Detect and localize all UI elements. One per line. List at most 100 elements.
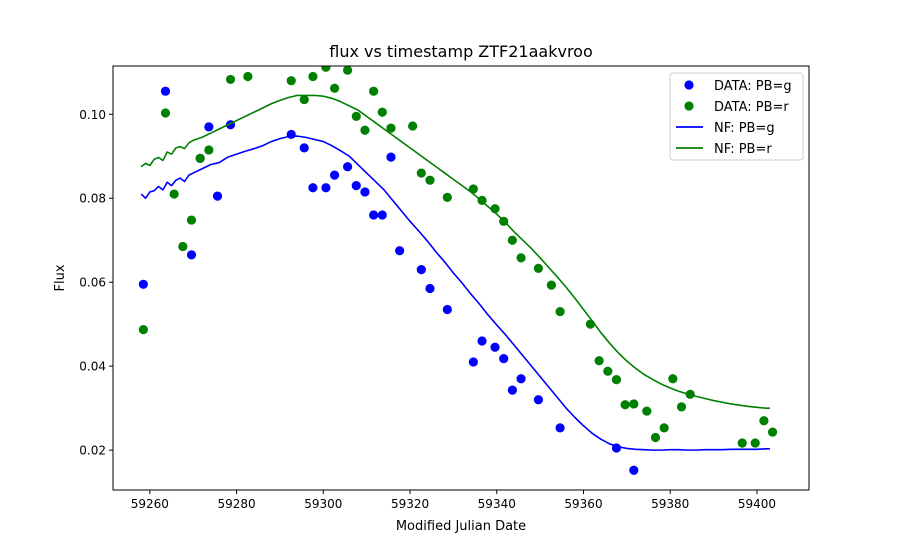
x-tick-label: 59360: [564, 497, 602, 511]
y-tick-label: 0.06: [79, 276, 106, 290]
data-point: [321, 183, 331, 193]
data-point: [138, 325, 148, 335]
x-tick-label: 59300: [304, 497, 342, 511]
data-point: [442, 304, 452, 315]
data-point: [555, 306, 565, 317]
data-point: [425, 283, 435, 294]
data-point: [308, 183, 318, 193]
legend-marker: [684, 80, 694, 90]
data-point: [243, 71, 253, 82]
series-line: [140, 135, 770, 451]
x-axis-label: Modified Julian Date: [396, 519, 526, 534]
data-point: [386, 123, 396, 133]
data-point: [329, 170, 340, 180]
data-point: [299, 143, 309, 153]
data-point: [477, 336, 487, 346]
data-point: [676, 402, 687, 412]
data-point: [299, 94, 309, 105]
axis-ticks: 59260 59280 59300 59320 59340 59360 59380 59400…: [79, 108, 776, 511]
data-point: [546, 280, 557, 290]
data-point: [603, 366, 613, 376]
data-point: [369, 86, 379, 96]
legend-marker: [684, 101, 694, 111]
data-point: [160, 86, 171, 96]
data-point: [186, 250, 197, 260]
y-axis-label: Flux: [53, 264, 68, 291]
x-tick-label: 59380: [651, 497, 689, 511]
data-point: [369, 210, 379, 220]
data-point: [351, 181, 361, 191]
y-tick-label: 0.10: [79, 108, 106, 122]
data-point: [360, 125, 370, 135]
data-point: [499, 354, 509, 364]
data-point: [138, 279, 148, 289]
data-point: [650, 432, 661, 443]
data-point: [308, 71, 318, 82]
data-point: [620, 400, 630, 410]
x-tick-label: 59280: [217, 497, 255, 511]
data-point: [629, 465, 639, 475]
legend-label: NF: PB=g: [714, 121, 775, 136]
series-line-2: [140, 135, 770, 451]
data-point: [160, 108, 171, 118]
data-point: [225, 74, 236, 85]
data-point: [204, 145, 214, 155]
series-points-1: [138, 66, 778, 448]
series-line-3: [140, 94, 770, 409]
data-point: [351, 111, 361, 121]
y-tick-label: 0.02: [79, 444, 106, 458]
data-point: [767, 427, 778, 437]
data-point: [507, 235, 517, 245]
data-point: [329, 83, 340, 93]
data-point: [343, 66, 353, 75]
data-point: [629, 399, 639, 409]
data-point: [668, 374, 678, 384]
data-point: [468, 357, 478, 367]
data-point: [286, 76, 296, 86]
axes-frame: [112, 65, 810, 491]
data-point: [759, 416, 769, 426]
data-point: [195, 153, 205, 163]
x-tick-label: 59340: [478, 497, 516, 511]
data-point: [516, 253, 526, 263]
data-point: [594, 356, 604, 366]
chart-title: flux vs timestamp ZTF21aakvroo: [329, 42, 593, 61]
series-line: [140, 94, 770, 409]
x-tick-label: 59320: [391, 497, 429, 511]
data-point: [659, 423, 669, 433]
x-tick-label: 59400: [738, 497, 776, 511]
data-point: [343, 162, 353, 172]
data-point: [425, 175, 435, 185]
data-point: [377, 210, 387, 220]
data-point: [408, 121, 418, 131]
data-point: [585, 319, 596, 329]
data-point: [416, 265, 426, 275]
data-point: [642, 406, 652, 416]
data-point: [212, 191, 223, 201]
legend-box: [669, 72, 804, 161]
legend: DATA: PB=g DATA: PB=r NF: PB=g NF: PB=r: [669, 72, 804, 161]
data-point: [321, 66, 331, 72]
data-point: [737, 438, 747, 448]
data-point: [533, 395, 544, 405]
data-point: [178, 241, 188, 252]
legend-label: DATA: PB=g: [714, 79, 792, 94]
data-point: [507, 385, 517, 395]
data-point: [186, 215, 197, 225]
data-point: [750, 438, 760, 448]
data-point: [395, 246, 405, 256]
data-point: [611, 374, 622, 385]
data-point: [360, 187, 370, 197]
data-point: [169, 189, 179, 199]
data-marks: [138, 66, 778, 475]
data-point: [442, 192, 452, 202]
data-point: [516, 374, 526, 384]
x-tick-label: 59260: [131, 497, 169, 511]
data-point: [386, 152, 396, 162]
data-point: [555, 423, 565, 433]
y-tick-label: 0.04: [79, 360, 106, 374]
data-point: [204, 122, 214, 132]
data-point: [286, 129, 296, 140]
data-point: [416, 168, 426, 178]
